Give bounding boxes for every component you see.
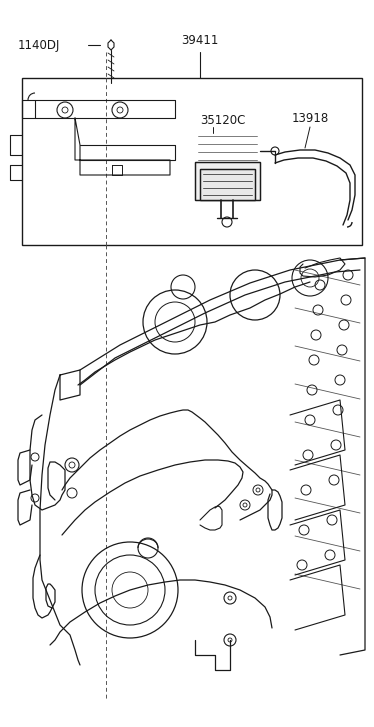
Text: 13918: 13918 (291, 111, 329, 124)
Bar (200, 169, 255, 200)
Text: 1140DJ: 1140DJ (18, 39, 60, 52)
Bar (200, 169, 255, 200)
Bar (22, 78, 362, 245)
Bar (195, 161, 260, 200)
Text: 39411: 39411 (181, 33, 219, 47)
Bar (195, 161, 260, 200)
Text: 35120C: 35120C (200, 113, 245, 126)
